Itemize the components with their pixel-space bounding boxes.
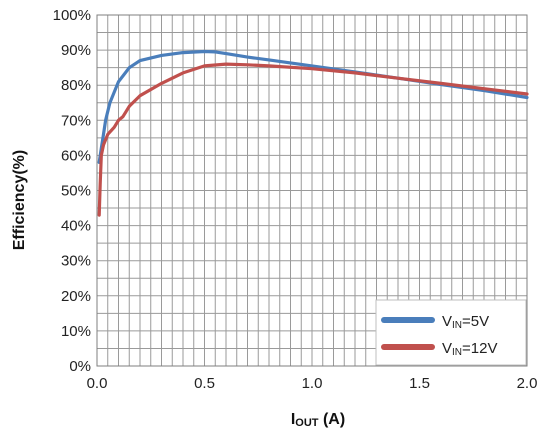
y-tick-label: 20%	[61, 288, 91, 305]
x-axis-title-main: I	[291, 411, 295, 428]
x-axis-title-unit: (A)	[319, 411, 346, 428]
y-axis-title: Efficiency(%)	[11, 150, 28, 250]
y-tick-label: 60%	[61, 147, 91, 164]
x-tick-label: 2.0	[517, 375, 538, 392]
legend-box	[375, 299, 527, 366]
y-tick-label: 80%	[61, 77, 91, 94]
y-tick-label: 70%	[61, 112, 91, 129]
legend-label-12v: VIN=12V	[442, 340, 497, 358]
y-tick-label: 0%	[69, 358, 91, 375]
legend-item-12v: VIN=12V	[381, 340, 497, 358]
y-tick-label: 90%	[61, 42, 91, 59]
x-axis-title-sub: OUT	[295, 417, 319, 429]
x-axis-title: IOUT (A)	[291, 411, 345, 429]
y-tick-labels: 0% 10% 20% 30% 40% 50% 60% 70% 80% 90% 100%	[53, 7, 91, 375]
plot-border	[96, 14, 528, 367]
legend-item-5v: VIN=5V	[381, 313, 489, 331]
series-lines	[97, 49, 529, 217]
y-tick-label: 50%	[61, 183, 91, 200]
x-tick-label: 0.5	[194, 375, 215, 392]
x-tick-label: 0.0	[87, 375, 108, 392]
legend-label-5v: VIN=5V	[442, 313, 489, 331]
grid	[96, 14, 528, 367]
y-tick-label: 100%	[53, 7, 91, 24]
series-line-12v	[97, 62, 529, 217]
legend: VIN=5V VIN=12V	[375, 299, 527, 366]
x-tick-label: 1.0	[302, 375, 323, 392]
y-tick-label: 40%	[61, 218, 91, 235]
y-tick-label: 10%	[61, 323, 91, 340]
y-tick-label: 30%	[61, 253, 91, 270]
x-tick-labels: 0.0 0.5 1.0 1.5 2.0	[87, 375, 538, 392]
x-tick-label: 1.5	[409, 375, 430, 392]
